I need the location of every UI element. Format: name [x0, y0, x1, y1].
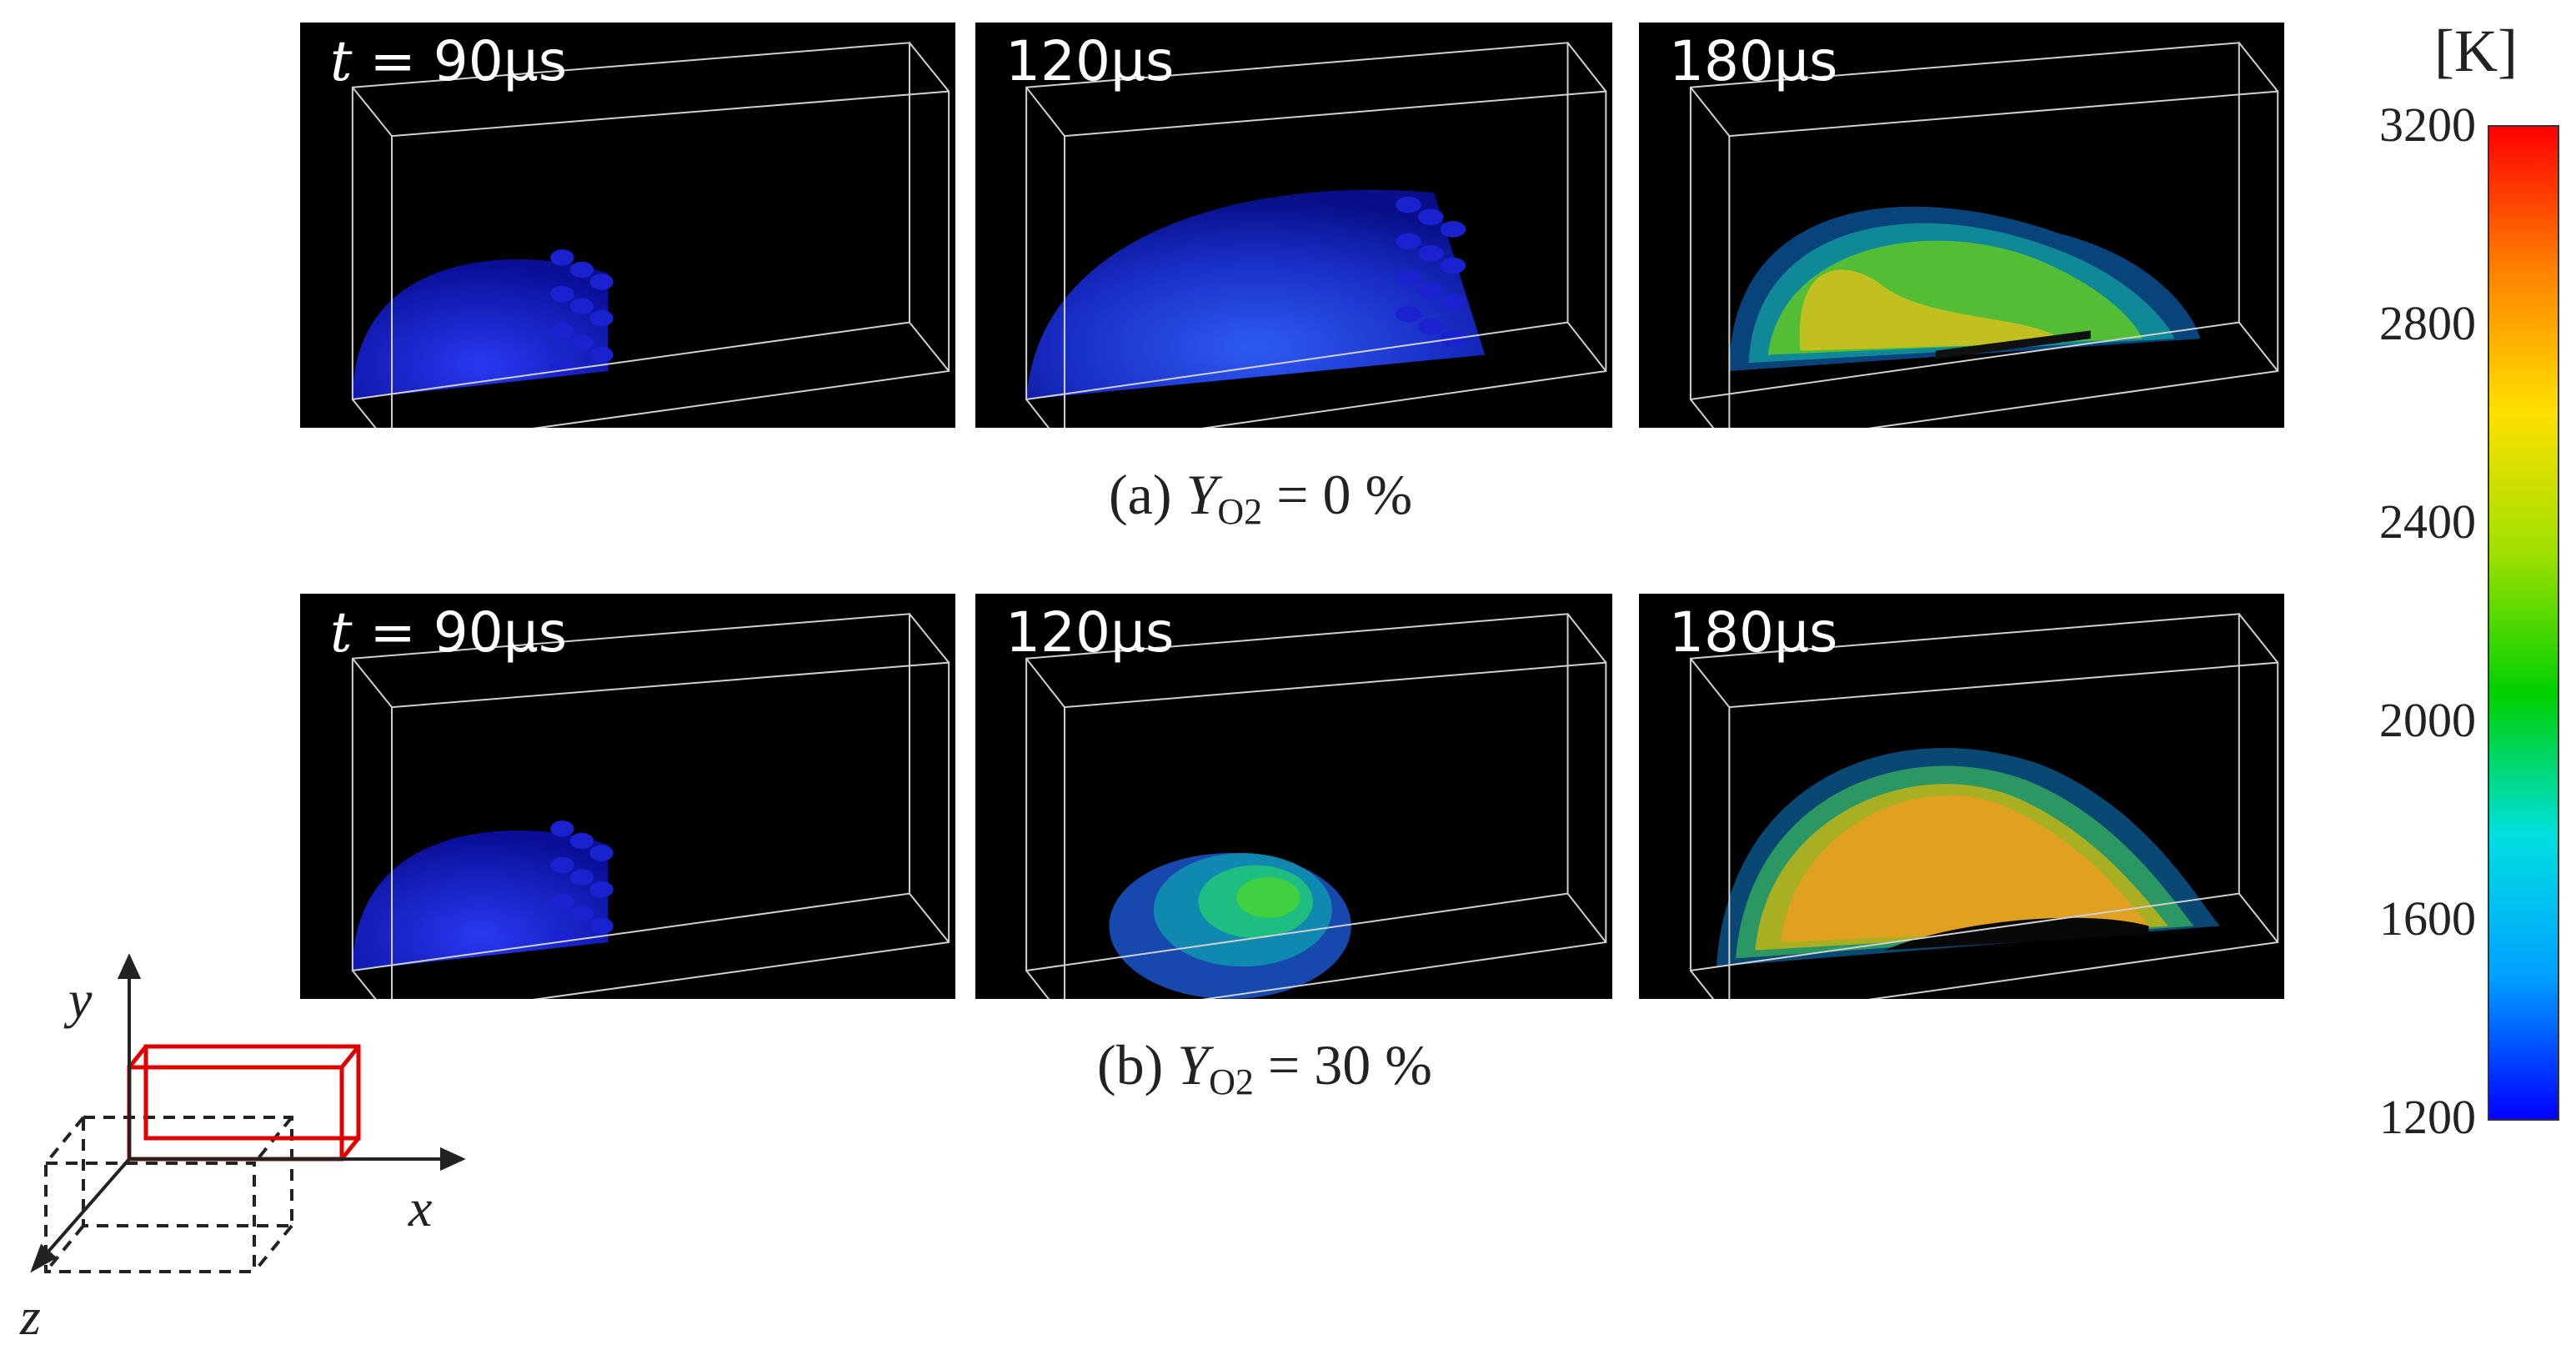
x-axis-label: x: [408, 1178, 432, 1237]
time-label: t = 90μs: [330, 600, 568, 665]
panel-a-90us: t = 90μs: [300, 23, 955, 428]
time-label: t = 90μs: [330, 29, 568, 93]
simulation-render: [1025, 42, 1607, 428]
time-label: 120μs: [1005, 600, 1175, 665]
panel-b-120us: 120μs: [975, 594, 1612, 999]
time-label: 120μs: [1005, 29, 1175, 93]
time-label: 180μs: [1669, 600, 1838, 665]
panel-b-180us: 180μs: [1639, 594, 2284, 999]
colorbar-tick-label: 2400: [2379, 494, 2476, 549]
colorbar-tick-label: 2800: [2379, 296, 2476, 350]
panel-a-120us: 120μs: [975, 23, 1612, 428]
colorbar: [2488, 125, 2559, 1121]
colorbar-tick-label: 1600: [2379, 891, 2476, 946]
panel-b-90us: t = 90μs: [300, 594, 955, 999]
caption-b: (b) YO2 = 30 %: [1097, 1033, 1432, 1102]
panel-a-180us: 180μs: [1639, 23, 2284, 428]
axes-orientation-icon: y x z: [19, 953, 466, 1346]
time-label: 180μs: [1669, 29, 1838, 93]
simulation-render: [351, 42, 950, 428]
y-axis-label: y: [63, 970, 93, 1029]
simulation-render: [1025, 613, 1607, 999]
colorbar-tick-label: 2000: [2379, 693, 2476, 747]
colorbar-tick-label: 3200: [2379, 98, 2476, 152]
colorbar-tick-label: 1200: [2379, 1090, 2476, 1144]
simulation-render: [1689, 42, 2279, 428]
caption-a: (a) YO2 = 0 %: [1109, 463, 1413, 532]
colorbar-unit: [K]: [2434, 18, 2518, 84]
simulation-render: [1689, 613, 2279, 999]
z-axis-label: z: [19, 1287, 41, 1346]
simulation-render: [351, 613, 950, 999]
